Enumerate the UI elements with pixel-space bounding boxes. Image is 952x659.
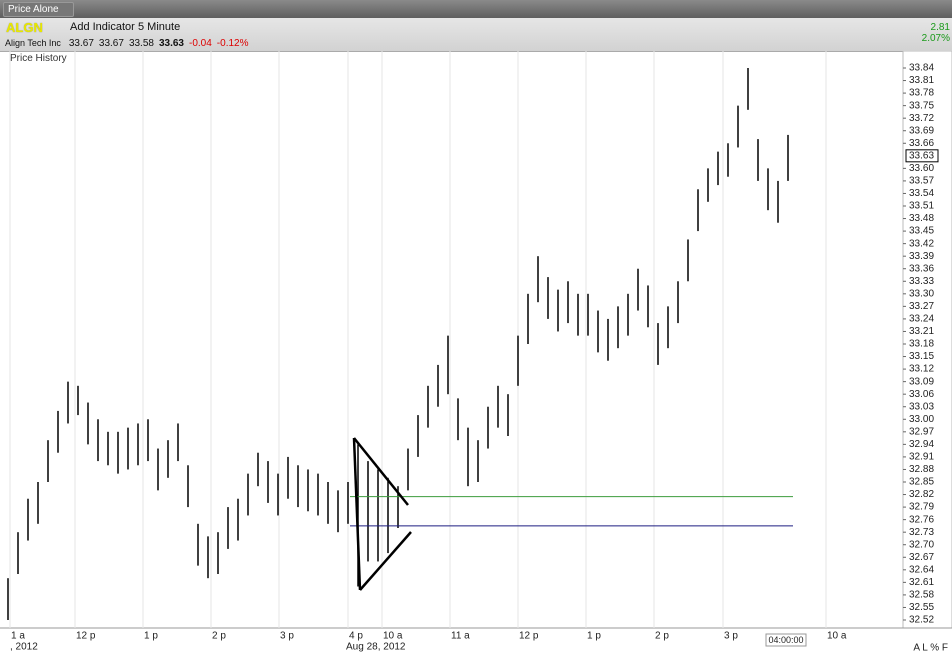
y-tick-label: 33.09 [909, 376, 934, 387]
y-tick-label: 32.61 [909, 577, 934, 588]
x-tick-label: 10 a [827, 631, 847, 642]
trendline[interactable] [353, 437, 409, 506]
time-label: 04:00:00 [768, 635, 803, 645]
title-bar: Price Alone [0, 0, 952, 18]
y-tick-label: 33.48 [909, 213, 934, 224]
y-tick-label: 33.00 [909, 414, 934, 425]
x-tick-label: 1 a [11, 631, 25, 642]
y-tick-label: 33.78 [909, 88, 934, 99]
panel-title[interactable]: Price History [10, 53, 67, 64]
y-tick-label: 33.06 [909, 389, 934, 400]
trendline[interactable] [352, 437, 362, 591]
y-tick-label: 32.64 [909, 564, 934, 575]
x-tick-label: 1 p [144, 631, 158, 642]
x-tick-label: 2 p [655, 631, 669, 642]
symbol[interactable]: ALGN [6, 20, 43, 35]
y-tick-label: 32.82 [909, 489, 934, 500]
y-tick-label: 32.79 [909, 502, 934, 513]
y-tick-label: 33.03 [909, 401, 934, 412]
y-tick-label: 33.51 [909, 201, 934, 212]
change: 2.81 [930, 22, 950, 33]
low: 33.58 [128, 38, 154, 49]
x-tick-label: 4 p [349, 631, 363, 642]
company: Align Tech Inc [5, 38, 61, 48]
x-tick-label: 3 p [724, 631, 738, 642]
toolbar: ALGN Add Indicator 5 Minute Align Tech I… [0, 18, 952, 52]
last-price-box [905, 149, 939, 163]
y-tick-label: 32.73 [909, 527, 934, 538]
y-tick-label: 33.30 [909, 288, 934, 299]
y-tick-label: 32.55 [909, 602, 934, 613]
change: -0.04 [189, 38, 212, 49]
quote-line: Align Tech Inc 33.67 33.67 33.58 33.63 -0.04-… [5, 38, 253, 49]
y-tick-label: 33.15 [909, 351, 934, 362]
axis-buttons[interactable]: A L % F [913, 643, 948, 654]
y-tick-label: 32.94 [909, 439, 934, 450]
x-tick-label: 12 p [76, 631, 96, 642]
y-tick-label: 33.72 [909, 113, 934, 124]
grid [9, 51, 827, 628]
y-tick-label: 32.70 [909, 539, 934, 550]
y-tick-label: 33.18 [909, 339, 934, 350]
y-tick-label: 32.88 [909, 464, 934, 475]
add-indicator[interactable]: Add Indicator [70, 21, 135, 33]
y-tick-label: 33.75 [909, 100, 934, 111]
change-pct: -0.12% [216, 38, 249, 49]
last: 33.63 [158, 38, 184, 49]
last-price-label: 33.63 [909, 150, 934, 161]
layout-dropdown[interactable]: Price Alone [3, 2, 74, 17]
price-axis [902, 51, 952, 629]
y-tick-label: 33.42 [909, 238, 934, 249]
y-tick-label: 33.54 [909, 188, 934, 199]
y-tick-label: 32.76 [909, 514, 934, 525]
y-tick-label: 33.60 [909, 163, 934, 174]
date-label: , 2012 [10, 642, 38, 653]
y-tick-label: 33.69 [909, 125, 934, 136]
x-tick-label: 1 p [587, 631, 601, 642]
y-tick-label: 33.27 [909, 301, 934, 312]
y-tick-label: 33.33 [909, 276, 934, 287]
triangle-drawing [352, 437, 412, 591]
x-tick-label: 3 p [280, 631, 294, 642]
interval-dropdown[interactable]: 5 Minute [138, 21, 181, 33]
y-tick-label: 32.58 [909, 590, 934, 601]
y-tick-label: 33.57 [909, 176, 934, 187]
y-tick-label: 33.36 [909, 263, 934, 274]
y-tick-label: 32.91 [909, 452, 934, 463]
x-tick-label: 2 p [212, 631, 226, 642]
side-change: 2.81 2.07% [922, 22, 950, 44]
change-pct: 2.07% [921, 33, 950, 44]
x-tick-label: 11 a [451, 631, 470, 642]
y-tick-label: 32.52 [909, 615, 934, 626]
y-tick-label: 32.85 [909, 477, 934, 488]
y-tick-label: 32.97 [909, 426, 934, 437]
trendline[interactable] [359, 531, 412, 591]
y-tick-label: 33.84 [909, 63, 934, 74]
y-tick-label: 33.45 [909, 226, 934, 237]
y-tick-label: 33.39 [909, 251, 934, 262]
bars [7, 68, 793, 620]
y-tick-label: 32.67 [909, 552, 934, 563]
y-tick-label: 33.12 [909, 364, 934, 375]
x-tick-label: 10 a [383, 631, 403, 642]
y-tick-label: 33.21 [909, 326, 934, 337]
y-tick-label: 33.24 [909, 314, 934, 325]
y-tick-label: 33.66 [909, 138, 934, 149]
date-label: Aug 28, 2012 [346, 642, 406, 653]
x-tick-label: 12 p [519, 631, 539, 642]
time-box [765, 633, 807, 647]
high: 33.67 [98, 38, 124, 49]
y-tick-label: 33.81 [909, 75, 934, 86]
open: 33.67 [68, 38, 94, 49]
